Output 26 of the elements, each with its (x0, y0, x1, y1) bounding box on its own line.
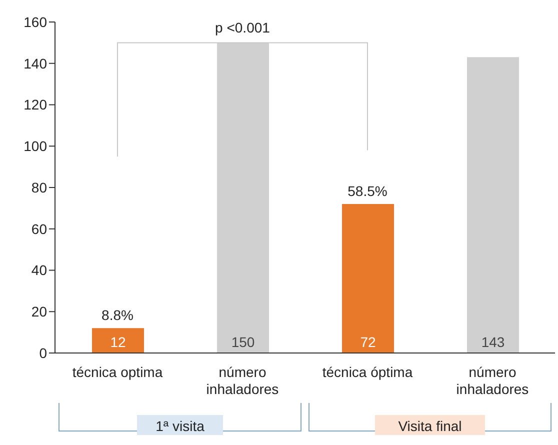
x-tick-label: número inhaladores (456, 364, 529, 397)
text: Visita final (398, 418, 462, 434)
y-tick-label: 120 (24, 96, 48, 113)
y-tick-label: 140 (24, 55, 48, 72)
annotation: 8.8% (102, 307, 134, 324)
bar (217, 42, 269, 353)
bar (342, 204, 394, 353)
data-label: 72 (360, 334, 376, 350)
y-tick-label: 0 (39, 344, 48, 361)
y-tick-label: 40 (31, 262, 48, 278)
y-tick-label: 60 (31, 220, 48, 237)
y-tick-label: 160 (24, 14, 48, 30)
data-label: 143 (481, 334, 505, 350)
bar (467, 57, 519, 353)
data-label: 12 (110, 334, 126, 350)
annotation: 58.5% (348, 183, 388, 200)
text: 1ª visita (156, 418, 205, 434)
x-tick-label: técnica optima (72, 364, 163, 380)
annotation: p <0.001 (215, 20, 270, 36)
data-label: 150 (231, 334, 255, 350)
x-tick-label: número inhaladores (206, 364, 279, 397)
y-tick-label: 20 (31, 304, 48, 320)
y-tick-label: 80 (31, 179, 48, 196)
x-tick-label: técnica óptima (322, 364, 413, 380)
y-tick-label: 100 (24, 138, 48, 154)
bar (92, 328, 144, 353)
